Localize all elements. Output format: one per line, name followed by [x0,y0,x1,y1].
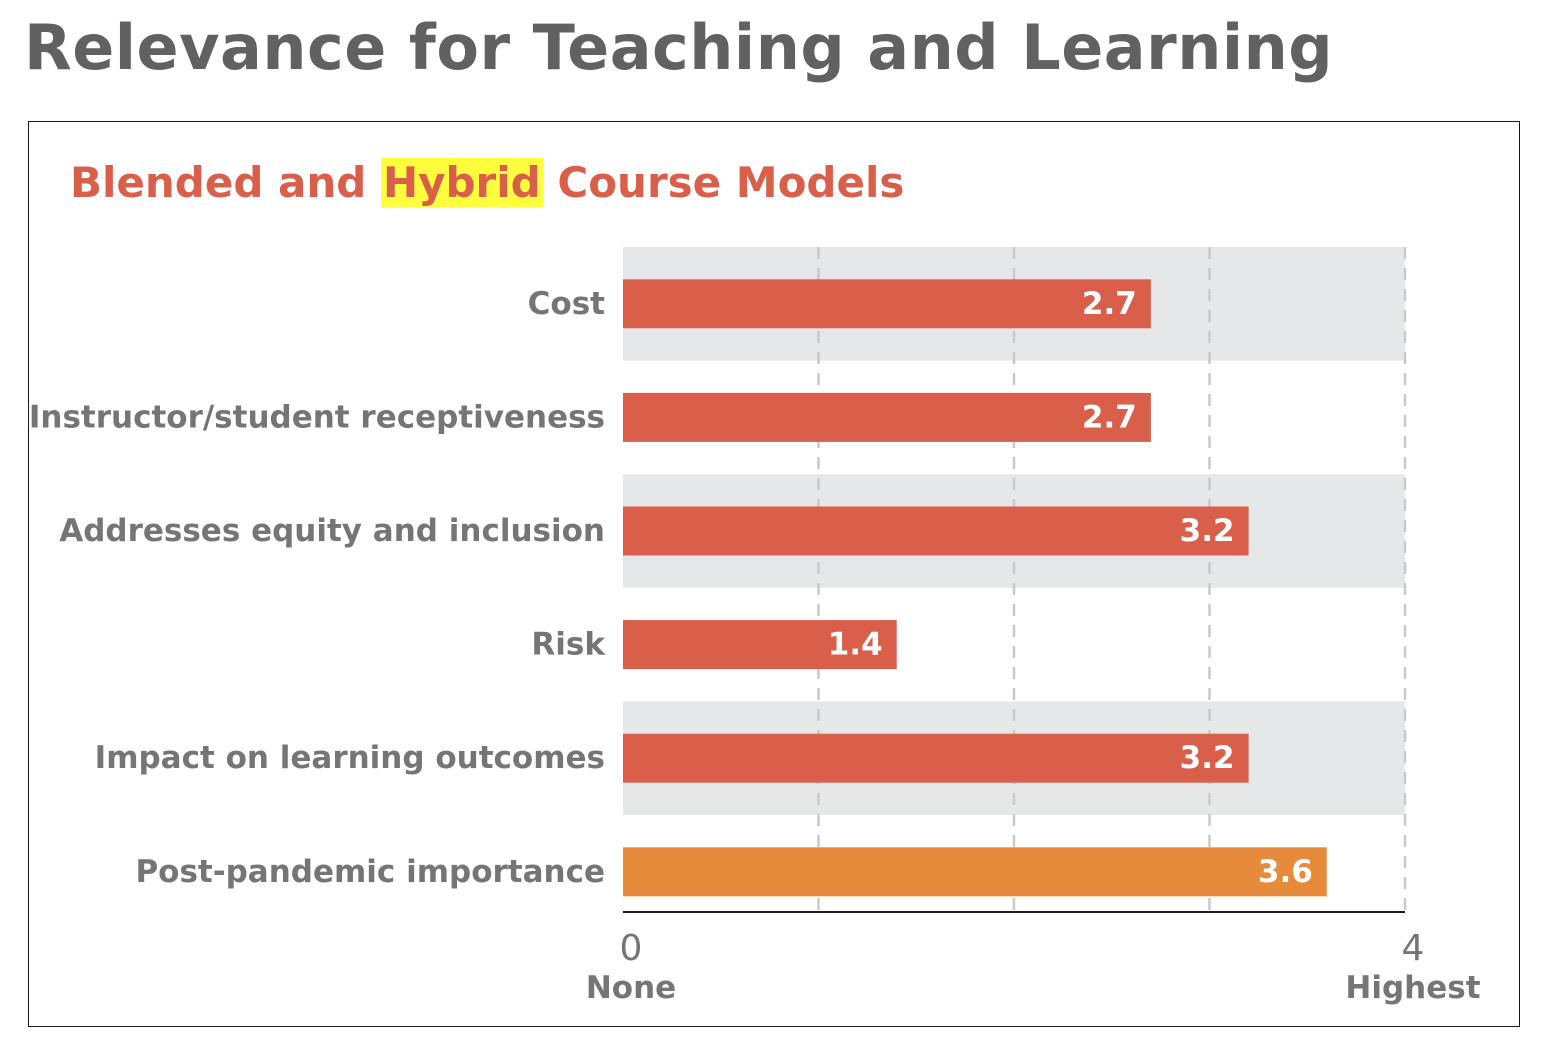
value-label: 2.7 [1082,399,1137,435]
bar [623,733,1249,783]
tick-label: 4 [1402,928,1425,969]
tick-sublabel: None [586,970,676,1006]
bar [623,279,1151,329]
value-label: 3.6 [1258,854,1313,890]
bar [623,620,897,670]
page-title: Relevance for Teaching and Learning [24,11,1334,84]
bar [623,506,1249,556]
chart-title-start: Blended and [70,158,381,207]
bar [623,847,1327,897]
category-label: Risk [531,627,606,663]
category-label: Cost [528,286,605,322]
value-label: 3.2 [1180,740,1235,776]
tick-sublabel: Highest [1345,970,1480,1006]
category-label: Impact on learning outcomes [95,740,605,776]
chart-title-highlight: Hybrid [380,158,543,207]
bar [623,392,1151,442]
chart-title: Blended and Hybrid Course Models [70,158,904,208]
value-label: 1.4 [828,627,883,663]
category-label: Instructor/student receptiveness [29,399,605,435]
tick-label: 0 [620,928,643,969]
category-label: Post-pandemic importance [135,854,605,890]
category-label: Addresses equity and inclusion [59,513,605,549]
value-label: 3.2 [1180,513,1235,549]
chart-title-end: Course Models [542,158,905,207]
value-label: 2.7 [1082,286,1137,322]
